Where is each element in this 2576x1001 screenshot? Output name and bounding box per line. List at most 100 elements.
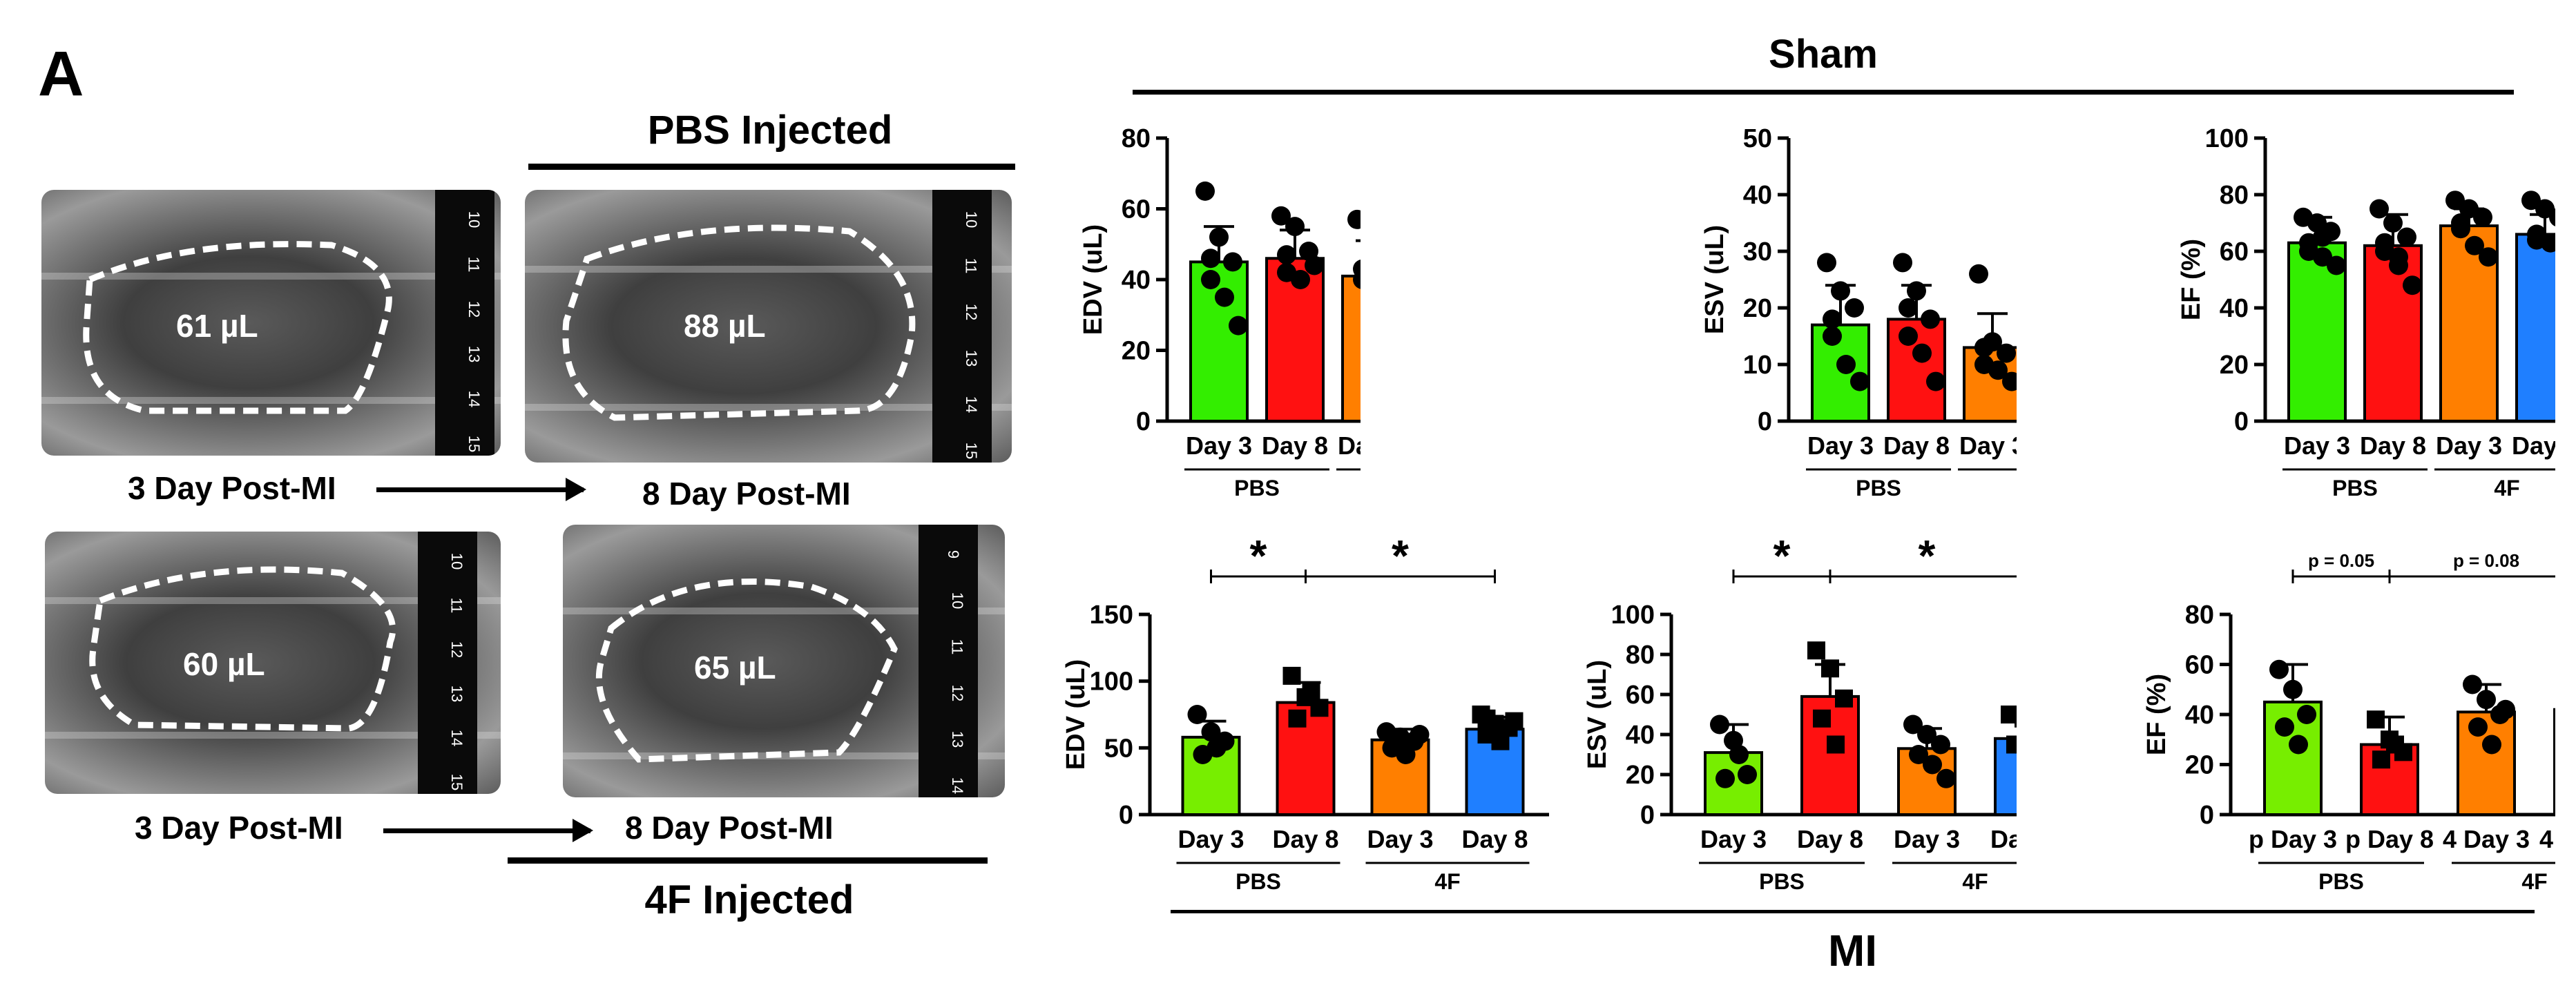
ruler-tick-label: 14 [963, 396, 981, 414]
data-point [2006, 735, 2017, 754]
y-tick-label: 0 [1758, 407, 1772, 436]
ruler-tick-label: 15 [448, 773, 466, 791]
data-point [2275, 717, 2294, 737]
fourf-injected-line [508, 857, 988, 864]
data-point [2289, 735, 2308, 755]
data-point [2313, 227, 2332, 247]
mi-line [1171, 910, 2535, 913]
scale-ruler: 10 11 12 13 14 15 [435, 190, 494, 456]
data-point [1396, 745, 1416, 764]
y-tick-label: 40 [1626, 721, 1655, 750]
y-tick-label: 20 [1122, 337, 1151, 366]
y-tick-label: 20 [1626, 761, 1655, 790]
data-point [1491, 732, 1510, 750]
x-tick-label: Day 8 [2360, 431, 2426, 460]
x-tick-label: 4 Day 8 [2539, 825, 2555, 853]
ruler-tick-label: 12 [949, 684, 967, 702]
data-point [1917, 725, 1936, 744]
group-label: PBS [1759, 869, 1805, 894]
data-point [2383, 213, 2403, 233]
sig-label: * [1392, 538, 1409, 581]
data-point [1505, 712, 1524, 730]
echo-image-top-right: 10 11 12 13 14 15 88 µL [525, 190, 1012, 463]
data-point [1936, 768, 1956, 788]
data-point [1207, 738, 1227, 758]
data-point [1288, 709, 1307, 728]
x-tick-label: Day 8 [1461, 825, 1528, 853]
y-tick-label: 20 [1743, 294, 1772, 323]
data-point [2535, 199, 2555, 219]
data-point [1850, 371, 1869, 391]
ruler-tick-label: 12 [448, 641, 466, 659]
arrow-bottom [383, 819, 593, 842]
x-tick-label: p Day 3 [2249, 825, 2337, 853]
scale-ruler: 9 10 11 12 13 14 [919, 525, 978, 797]
data-point [1310, 699, 1329, 717]
y-axis-label: ESV (uL) [1700, 225, 1729, 334]
panel-letter: A [38, 39, 84, 109]
data-point [1899, 327, 1918, 346]
data-point [1813, 709, 1831, 728]
group-label: PBS [1234, 476, 1280, 497]
echo-image-bottom-left: 10 11 12 13 14 15 60 µL [45, 532, 501, 794]
y-tick-label: 40 [1743, 181, 1772, 210]
lv-outline [562, 224, 916, 421]
data-point [1931, 735, 1950, 755]
y-tick-label: 40 [2220, 294, 2249, 323]
x-tick-label: Day 3 [1186, 431, 1252, 460]
data-point [2370, 199, 2389, 219]
x-tick-label: 4 Day 3 [2443, 825, 2530, 853]
x-tick-label: Day 8 [1272, 825, 1338, 853]
y-tick-label: 0 [1136, 407, 1151, 436]
x-tick-label: p Day 8 [2345, 825, 2434, 853]
data-point [2001, 706, 2017, 723]
data-point [2549, 208, 2555, 226]
data-point [1285, 217, 1305, 237]
data-point [2465, 235, 2484, 255]
ruler-tick-label: 10 [448, 552, 466, 570]
sig-label: p = 0.08 [2453, 550, 2519, 571]
data-point [2386, 735, 2404, 754]
data-point [1291, 270, 1310, 289]
data-point [1926, 371, 1945, 391]
data-point [1974, 338, 1994, 358]
data-point [2367, 710, 2385, 729]
ruler-tick-label: 14 [465, 390, 483, 408]
chart-mi-ef: 0 20 40 60 80 EF (%) p Day 3 p Day 8 4 Day 3 4 Da… [2142, 550, 2555, 894]
data-point [1353, 259, 1361, 279]
caption-8-day-bottom: 8 Day Post-MI [625, 810, 834, 846]
data-point [1305, 255, 1324, 275]
data-point [1715, 768, 1735, 788]
data-point [1201, 249, 1220, 269]
data-point [2397, 227, 2416, 247]
data-point [1997, 343, 2016, 363]
group-label: PBS [1236, 869, 1281, 894]
y-tick-label: 80 [1122, 124, 1151, 153]
volume-label: 88 µL [684, 308, 766, 344]
y-tick-label: 0 [1119, 801, 1133, 830]
x-tick-label: Day 3 [1959, 431, 2017, 460]
data-point [2459, 199, 2479, 219]
data-point [1187, 705, 1207, 724]
data-point [1969, 264, 1988, 284]
ruler-tick-label: 14 [448, 729, 466, 747]
ruler-tick-label: 14 [949, 777, 967, 795]
ruler-tick-label: 11 [948, 639, 966, 655]
data-point [2299, 242, 2318, 261]
data-point [1821, 659, 1839, 678]
data-point [1729, 745, 1749, 764]
sig-label: * [1919, 538, 1936, 581]
y-tick-label: 60 [2185, 651, 2214, 680]
y-tick-label: 0 [2200, 801, 2214, 830]
data-point [1807, 641, 1825, 660]
data-point [1229, 315, 1248, 336]
data-point [2403, 275, 2422, 295]
data-point [1893, 253, 1912, 273]
ruler-tick-label: 11 [448, 597, 465, 614]
x-tick-label: Day 3 [1807, 431, 1874, 460]
y-axis-label: EDV (uL) [1061, 659, 1090, 770]
y-tick-label: 60 [1122, 195, 1151, 224]
data-point [1827, 735, 1845, 754]
echo-image-top-left: 10 11 12 13 14 15 61 µL [41, 190, 501, 456]
